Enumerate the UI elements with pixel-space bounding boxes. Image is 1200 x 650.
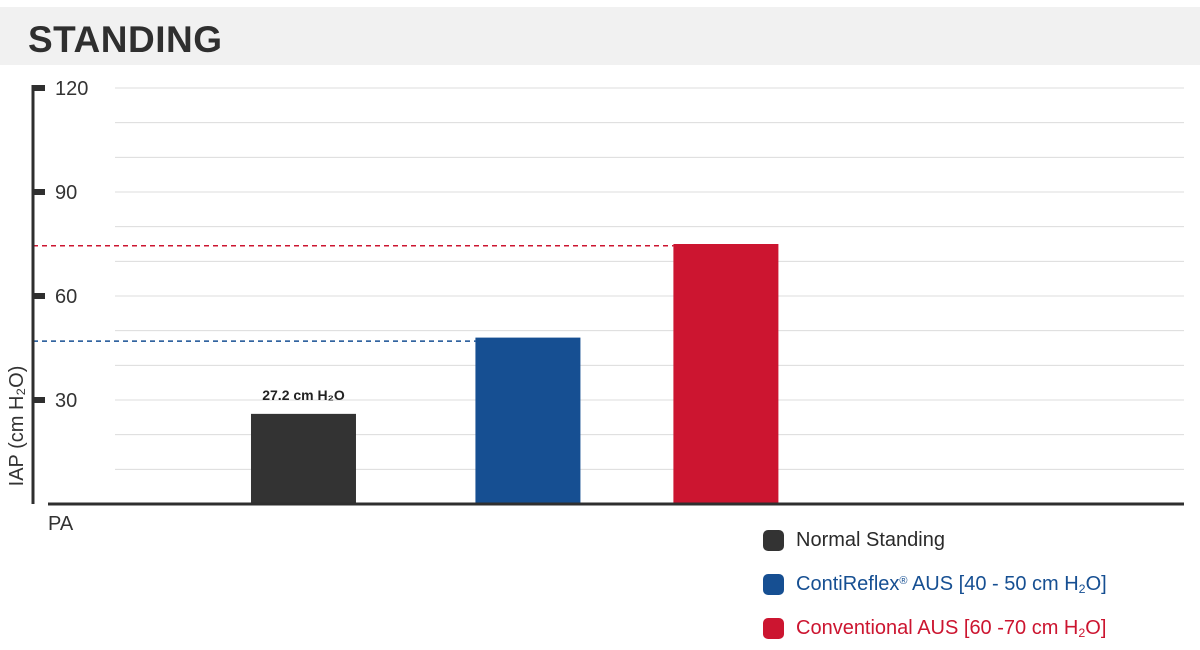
- legend-item-contireflex: ContiReflex® AUS [40 - 50 cm H2O]: [763, 562, 1107, 606]
- y-tick-mark: [33, 293, 45, 299]
- legend-label-normal: Normal Standing: [796, 528, 945, 551]
- data-label: 27.2 cm H₂O: [262, 387, 345, 403]
- y-tick-mark: [33, 189, 45, 195]
- chart-legend: Normal Standing ContiReflex® AUS [40 - 5…: [763, 518, 1107, 650]
- y-tick-label: 90: [55, 182, 77, 204]
- bar-1: [475, 337, 581, 504]
- legend-swatch-normal: [763, 529, 784, 551]
- y-tick-mark: [33, 397, 45, 403]
- legend-label-contireflex: ContiReflex® AUS [40 - 50 cm H2O]: [796, 572, 1107, 596]
- chart-title: STANDING: [28, 19, 223, 60]
- y-axis-title: IAP (cm H₂O): [6, 366, 28, 487]
- legend-swatch-conventional: [763, 617, 784, 639]
- chart-header: STANDING: [0, 7, 1200, 65]
- x-tick-label: PA: [48, 513, 74, 535]
- legend-label-conventional: Conventional AUS [60 -70 cm H2O]: [796, 616, 1107, 640]
- y-tick-mark: [33, 85, 45, 91]
- legend-item-normal-standing: Normal Standing: [763, 518, 1107, 562]
- legend-swatch-contireflex: [763, 573, 784, 595]
- y-tick-label: 60: [55, 286, 77, 308]
- bar-0: [250, 413, 356, 504]
- bar-2: [673, 244, 779, 504]
- y-tick-label: 120: [55, 78, 88, 100]
- legend-item-conventional: Conventional AUS [60 -70 cm H2O]: [763, 606, 1107, 650]
- y-tick-label: 30: [55, 390, 77, 412]
